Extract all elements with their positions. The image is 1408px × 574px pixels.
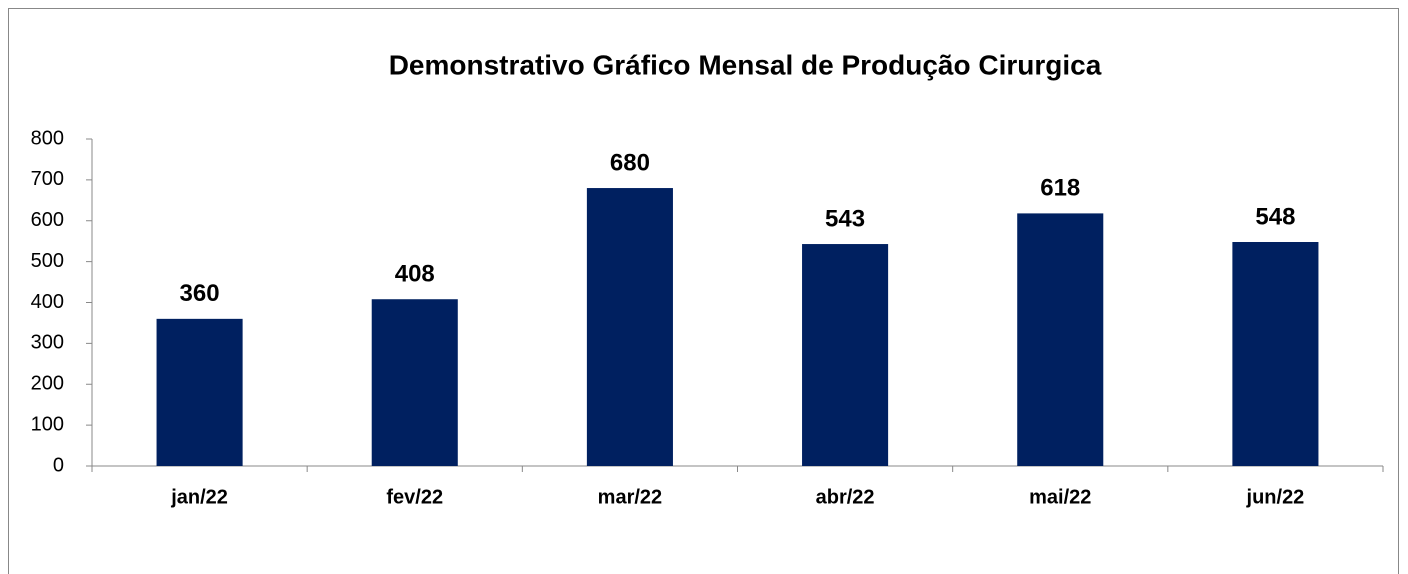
data-label: 543 <box>825 205 865 232</box>
chart-title: Demonstrativo Gráfico Mensal de Produção… <box>389 49 1102 80</box>
x-tick-label: jan/22 <box>170 486 228 508</box>
bar <box>586 188 673 467</box>
bar <box>156 318 243 466</box>
bar <box>802 244 889 466</box>
chart-border <box>8 8 1399 574</box>
bar <box>1017 213 1104 466</box>
x-tick-label: mai/22 <box>1029 486 1091 508</box>
y-tick-label: 600 <box>31 209 64 231</box>
y-tick-label: 800 <box>31 127 64 149</box>
x-tick-label: abr/22 <box>816 486 875 508</box>
bar <box>1232 242 1319 466</box>
bar <box>371 299 458 466</box>
y-tick-label: 200 <box>31 373 64 395</box>
y-tick-label: 500 <box>31 250 64 272</box>
x-tick-label: jun/22 <box>1246 486 1305 508</box>
data-label: 360 <box>180 280 220 307</box>
y-tick-label: 300 <box>31 332 64 354</box>
y-tick-label: 700 <box>31 168 64 190</box>
data-label: 408 <box>395 261 435 288</box>
data-label: 618 <box>1040 175 1080 202</box>
x-tick-label: mar/22 <box>598 486 663 508</box>
y-tick-label: 400 <box>31 291 64 313</box>
data-label: 680 <box>610 149 650 176</box>
data-label: 548 <box>1255 203 1295 230</box>
x-tick-label: fev/22 <box>386 486 443 508</box>
y-tick-label: 0 <box>53 454 64 476</box>
y-tick-label: 100 <box>31 413 64 435</box>
